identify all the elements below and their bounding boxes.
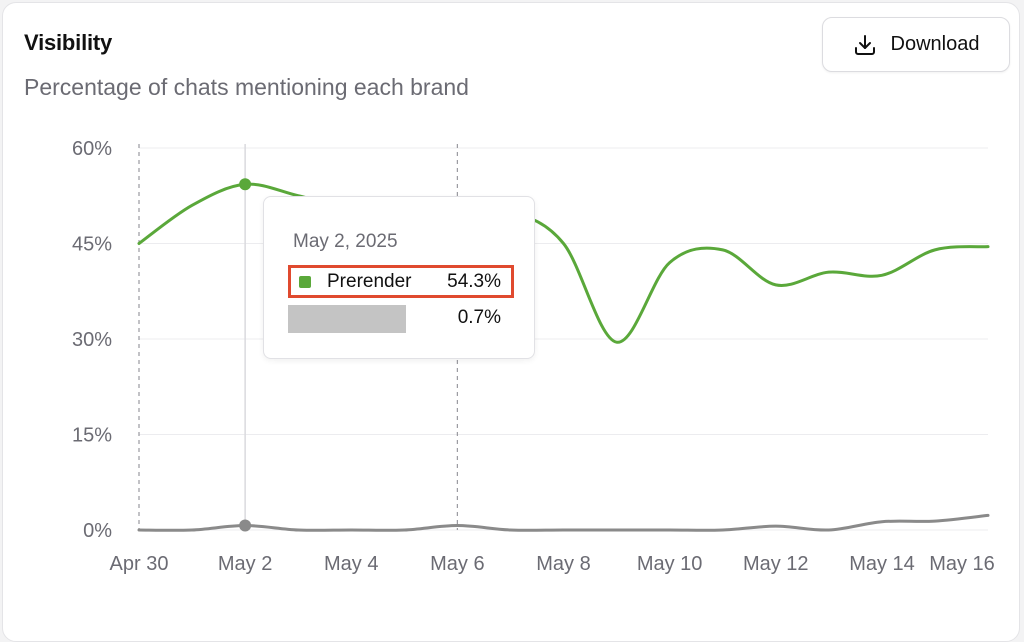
y-tick-label: 60%	[72, 138, 112, 160]
card-title: Visibility	[24, 30, 113, 55]
y-tick-label: 45%	[72, 234, 112, 256]
y-tick-label: 0%	[83, 520, 112, 542]
download-button[interactable]: Download	[822, 17, 1010, 72]
tooltip-second-value: 0.7%	[457, 307, 501, 328]
x-tick-label: Apr 30	[110, 553, 169, 575]
y-tick-label: 15%	[72, 425, 112, 447]
y-tick-label: 30%	[72, 329, 112, 351]
x-tick-label: May 12	[743, 553, 809, 575]
download-icon	[853, 33, 877, 57]
visibility-line-chart: 0% 15% 30% 45% 60% Apr 30 May 2 May 4 May 6 May 8…	[72, 138, 995, 575]
x-tick-label: May 4	[324, 553, 378, 575]
tooltip-series-name: Prerender	[327, 270, 412, 292]
tooltip-row-highlighted: Prerender 54.3%	[288, 265, 514, 298]
series-line	[137, 513, 990, 532]
card-subtitle: Percentage of chats mentioning each bran…	[24, 74, 469, 100]
x-tick-label: May 8	[536, 553, 590, 575]
x-tick-label: May 16	[929, 553, 995, 575]
tooltip-series-value: 54.3%	[447, 270, 501, 292]
x-tick-label: May 10	[637, 553, 703, 575]
x-tick-label: May 14	[849, 553, 915, 575]
x-tick-label: May 6	[430, 553, 484, 575]
x-tick-label: May 2	[218, 553, 272, 575]
series-color-swatch	[299, 275, 311, 288]
download-label: Download	[890, 33, 980, 55]
tooltip-date: May 2, 2025	[293, 231, 398, 252]
redacted-brand-name	[288, 305, 406, 333]
series-line	[137, 182, 990, 344]
chart-tooltip: May 2, 2025 Prerender 54.3% 0.7%	[263, 196, 535, 359]
highlight-point	[239, 519, 252, 532]
highlight-point	[239, 178, 252, 191]
